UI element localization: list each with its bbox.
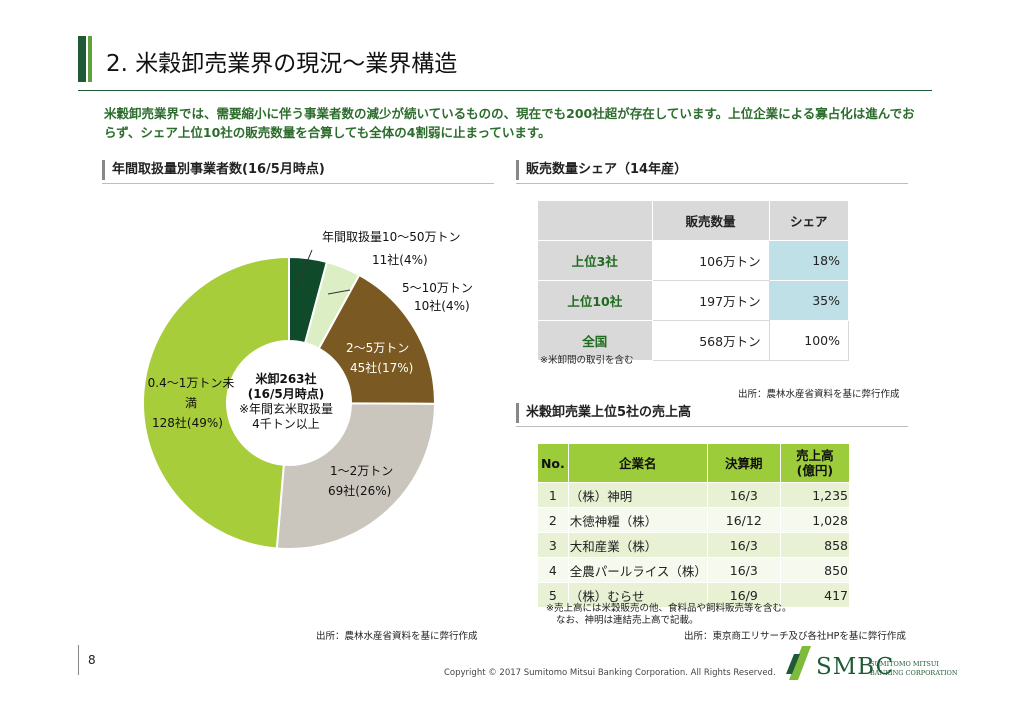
label-slice-4-count: 69社(26%) xyxy=(328,484,392,498)
pie-slice-5 xyxy=(142,255,290,550)
share-row-volume: 106万トン xyxy=(651,240,770,281)
label-slice-4-name: 1～2万トン xyxy=(330,464,394,478)
sales-row-no: 5 xyxy=(537,582,569,608)
footer-divider xyxy=(78,645,79,675)
sales-row-no: 3 xyxy=(537,532,569,558)
label-slice-3-count: 45社(17%) xyxy=(350,361,414,375)
smbc-logo-sub1: SUMITOMO MITSUI xyxy=(870,660,939,668)
leader-line-1 xyxy=(295,249,313,289)
sales-row-period: 16/3 xyxy=(706,482,781,508)
sales-section-divider xyxy=(516,426,908,427)
share-row-share: 100% xyxy=(768,320,850,361)
label-slice-3-name: 2～5万トン xyxy=(346,341,410,355)
pie-center-line2: (16/5月時点) xyxy=(247,387,325,401)
sales-row: 2 木徳神糧（株） 16/12 1,028 xyxy=(537,507,851,533)
pie-center-line4: 4千トン以上 xyxy=(252,417,320,431)
sales-row-name: （株）むらせ xyxy=(567,582,708,608)
share-row: 上位3社 106万トン 18% xyxy=(537,240,850,281)
sales-row-no: 2 xyxy=(537,507,569,533)
label-slice-2-name: 5～10万トン xyxy=(402,281,473,295)
share-row-label: 上位3社 xyxy=(537,240,653,281)
sales-header-no: No. xyxy=(537,443,569,483)
share-section-title: 販売数量シェア（14年産） xyxy=(516,160,687,180)
sales-row-amount: 1,235 xyxy=(779,482,851,508)
share-row-volume: 568万トン xyxy=(651,320,770,361)
smbc-logo-sub2: BANKING CORPORATION xyxy=(870,669,958,677)
sales-header-name: 企業名 xyxy=(567,443,708,483)
share-row-volume: 197万トン xyxy=(651,280,770,321)
sales-header-amount-line2: (億円) xyxy=(796,463,834,478)
share-header-blank xyxy=(537,200,653,241)
pie-slice-4 xyxy=(275,402,437,550)
sales-row-name: （株）神明 xyxy=(567,482,708,508)
sales-row-no: 1 xyxy=(537,482,569,508)
share-section-divider xyxy=(516,183,908,184)
sales-row-period: 16/9 xyxy=(706,582,781,608)
sales-note-1: ※売上高には米穀販売の他、食料品や飼料販売等を含む。 xyxy=(546,603,792,614)
share-row-share: 35% xyxy=(768,280,850,321)
share-row: 上位10社 197万トン 35% xyxy=(537,280,850,321)
sales-row-amount: 1,028 xyxy=(779,507,851,533)
sales-row-name: 大和産業（株） xyxy=(567,532,708,558)
sales-row: 3 大和産業（株） 16/3 858 xyxy=(537,532,851,558)
label-slice-5-count: 128社(49%) xyxy=(152,416,223,430)
share-header-share: シェア xyxy=(768,200,850,241)
share-row-label: 上位10社 xyxy=(537,280,653,321)
sales-row-name: 全農パールライス（株） xyxy=(567,557,708,583)
share-row-label: 全国 xyxy=(537,320,653,361)
title-divider xyxy=(78,90,932,91)
sales-row: 1 （株）神明 16/3 1,235 xyxy=(537,482,851,508)
intro-text: 米穀卸売業界では、需要縮小に伴う事業者数の減少が続いているものの、現在でも200… xyxy=(104,106,915,140)
sales-row-amount: 417 xyxy=(779,582,851,608)
sales-note-2: なお、神明は連結売上高で記載。 xyxy=(556,615,699,626)
sales-header-amount: 売上高 (億円) xyxy=(779,443,851,483)
sales-row-amount: 850 xyxy=(779,557,851,583)
page-number: 8 xyxy=(88,653,96,667)
pie-center-line1: 米卸263社 xyxy=(255,372,317,386)
title-accent-bar xyxy=(78,36,86,82)
pie-slice-3 xyxy=(317,273,436,405)
share-row-share: 18% xyxy=(768,240,850,281)
share-table: 販売数量 シェア 上位3社 106万トン 18% 上位10社 197万トン 35… xyxy=(537,200,850,361)
sales-row-period: 16/3 xyxy=(706,557,781,583)
sales-row-period: 16/12 xyxy=(706,507,781,533)
share-header-row: 販売数量 シェア xyxy=(537,200,850,241)
sales-row-period: 16/3 xyxy=(706,532,781,558)
label-slice-1-name: 年間取扱量10～50万トン xyxy=(322,230,461,244)
sales-source: 出所：東京商工リサーチ及び各社HPを基に弊行作成 xyxy=(684,631,906,642)
label-slice-2-count: 10社(4%) xyxy=(414,299,470,313)
pie-chart xyxy=(142,249,437,550)
sales-row-no: 4 xyxy=(537,557,569,583)
sales-header-amount-line1: 売上高 xyxy=(796,448,834,463)
title-accent-bar-light xyxy=(88,36,92,82)
page-title: 2. 米穀卸売業界の現況～業界構造 xyxy=(106,51,458,77)
pie-center-line3: ※年間玄米取扱量 xyxy=(238,402,334,416)
sales-section-title: 米穀卸売業上位5社の売上高 xyxy=(516,403,691,423)
sales-header-row: No. 企業名 決算期 売上高 (億円) xyxy=(537,443,851,483)
share-note: ※米卸間の取引を含む xyxy=(540,355,634,366)
sales-header-period: 決算期 xyxy=(706,443,781,483)
pie-section-divider xyxy=(102,183,494,184)
leader-line-2 xyxy=(327,289,351,295)
smbc-logo-subtext: SUMITOMO MITSUI BANKING CORPORATION xyxy=(870,660,958,678)
share-row: 全国 568万トン 100% xyxy=(537,320,850,361)
pie-section-title: 年間取扱量別事業者数(16/5月時点) xyxy=(102,160,325,180)
sales-row: 4 全農パールライス（株） 16/3 850 xyxy=(537,557,851,583)
sales-row-amount: 858 xyxy=(779,532,851,558)
smbc-logo-mark xyxy=(786,646,811,680)
sales-table: No. 企業名 決算期 売上高 (億円) 1 （株）神明 16/3 1,235 … xyxy=(537,443,851,608)
share-source: 出所：農林水産省資料を基に弊行作成 xyxy=(738,389,900,400)
copyright: Copyright © 2017 Sumitomo Mitsui Banking… xyxy=(444,668,776,678)
sales-row-name: 木徳神糧（株） xyxy=(567,507,708,533)
share-header-volume: 販売数量 xyxy=(651,200,770,241)
label-slice-5-name: 0.4～1万トン未満 xyxy=(147,376,235,410)
smbc-logo-text: SMBC xyxy=(816,654,895,680)
pie-source: 出所：農林水産省資料を基に弊行作成 xyxy=(316,631,478,642)
label-slice-1-count: 11社(4%) xyxy=(372,253,428,267)
sales-row: 5 （株）むらせ 16/9 417 xyxy=(537,582,851,608)
